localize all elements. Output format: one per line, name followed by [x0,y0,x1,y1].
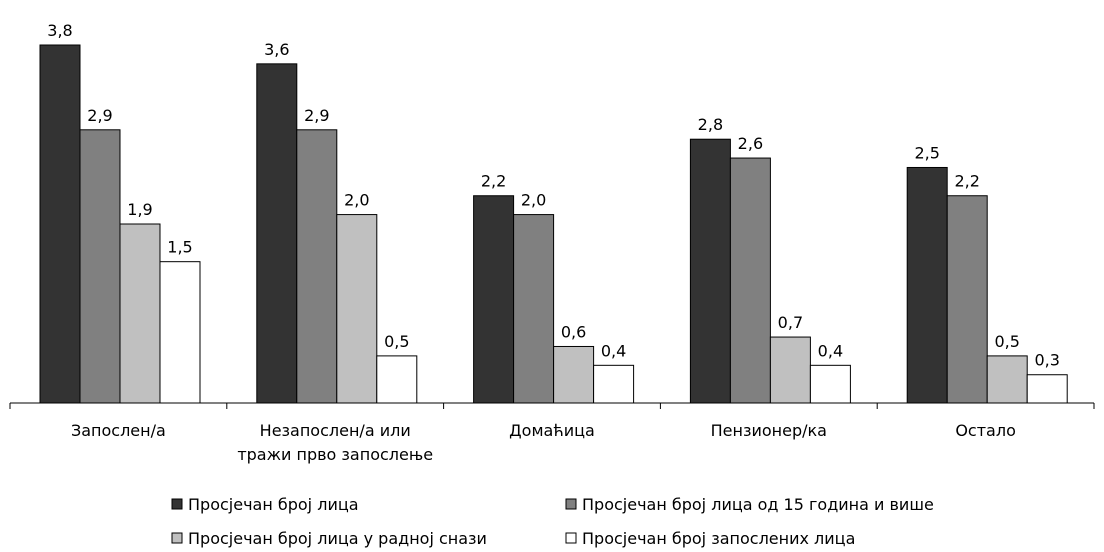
bar [296,129,338,404]
data-label: 2,0 [521,191,546,210]
bar [689,138,731,404]
bar [809,364,851,404]
legend-label: Просјечан број запослених лица [582,529,855,548]
legend: Просјечан број лица Просјечан број лица о… [171,495,934,548]
category-label-line: Домаћица [509,421,595,440]
bar [256,63,298,404]
data-label: 2,9 [304,106,329,125]
data-label: 1,9 [127,200,152,219]
bar [729,157,771,404]
category-label-line: Остало [955,421,1016,440]
bar [946,195,988,404]
category-label-line: Незапослен/а или [260,421,411,440]
bar [79,129,121,404]
bar [336,214,378,404]
legend-swatch [171,532,183,544]
data-label: 2,5 [914,143,939,162]
legend-label: Просјечан број лица [188,495,359,514]
bar [553,345,595,404]
bar [906,166,948,404]
value-labels-group: 3,8 2,9 1,9 1,5 3,6 2,9 2,0 0,5 2,2 2,0 0,6 0,4 2,8 2… [47,21,1060,370]
category-label: Незапослен/а или тражи прво запослење [237,421,433,464]
data-label: 3,6 [264,40,289,59]
bar [119,223,161,404]
data-label: 0,3 [1034,351,1059,370]
category-label-line: тражи прво запослење [237,445,433,464]
bar [1026,374,1068,404]
data-label: 0,4 [601,341,626,360]
x-axis-ticks [9,403,1095,409]
legend-swatch [565,532,577,544]
data-label: 0,7 [778,313,803,332]
data-label: 0,6 [561,322,586,341]
bar [986,355,1028,404]
bar [473,195,515,404]
data-label: 2,2 [481,172,506,191]
bar [769,336,811,404]
data-label: 0,4 [818,341,843,360]
bar [159,261,201,404]
data-label: 2,9 [87,106,112,125]
data-label: 2,0 [344,191,369,210]
bars-group [39,44,1068,404]
legend-label: Просјечан број лица од 15 година и више [582,495,934,514]
data-label: 0,5 [994,332,1019,351]
category-label: Остало [955,421,1016,440]
data-label: 0,5 [384,332,409,351]
bar [376,355,418,404]
data-label: 2,8 [698,115,723,134]
category-label: Домаћица [509,421,595,440]
bar [39,44,81,404]
category-label-line: Пензионер/ка [711,421,827,440]
legend-swatch [171,498,183,510]
legend-swatch [565,498,577,510]
data-label: 2,2 [954,172,979,191]
bar [593,364,635,404]
category-label: Запослен/а [71,421,166,440]
category-label-line: Запослен/а [71,421,166,440]
category-label: Пензионер/ка [711,421,827,440]
data-label: 2,6 [738,134,763,153]
legend-label: Просјечан број лица у радној снази [188,529,487,548]
bar [513,214,555,404]
data-label: 3,8 [47,21,72,40]
category-labels-group: Запослен/а Незапослен/а или тражи прво зап… [71,421,1016,464]
data-label: 1,5 [167,238,192,257]
